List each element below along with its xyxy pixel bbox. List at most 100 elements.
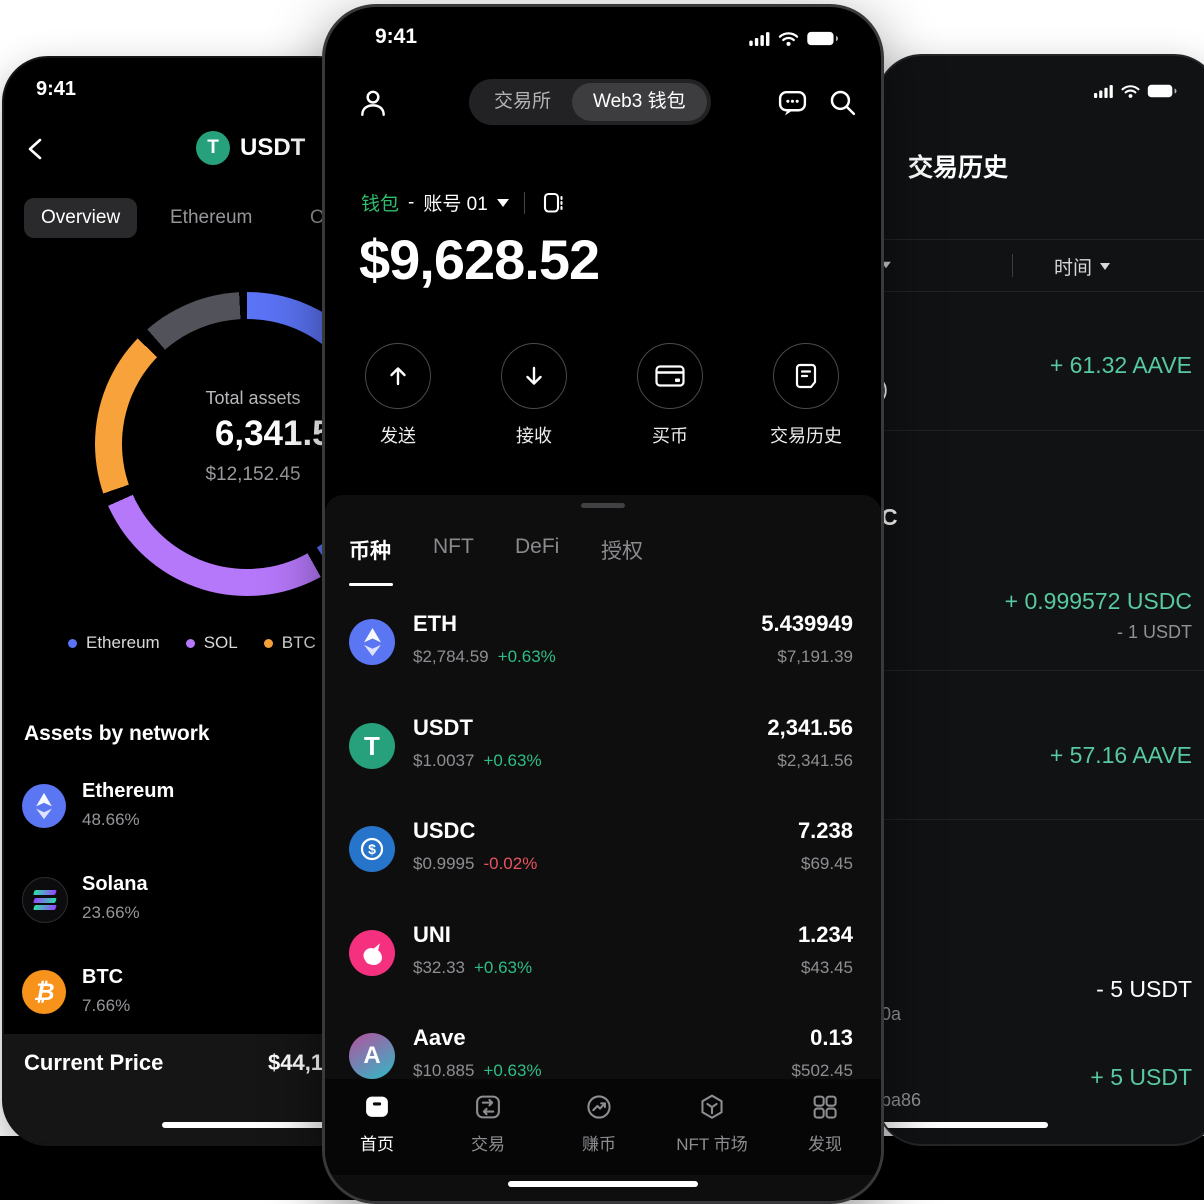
token-usd-value: $502.45 [791,1061,853,1080]
token-row-aave[interactable]: A Aave $10.885 +0.63% 0.13 $502.45 [325,1025,881,1129]
donut-center-usd: $12,152.45 [205,464,301,485]
status-icons [1094,84,1177,98]
home-indicator [162,1122,330,1128]
tab-ethereum[interactable]: Ethereum [170,207,253,228]
send-button[interactable]: 发送 [333,343,463,448]
solana-bar [33,897,57,903]
tx-amount[interactable]: + 61.32 AAVE [1049,352,1192,378]
segmented-control: 交易所 Web3 钱包 [469,79,711,125]
network-percent: 7.66% [82,996,131,1015]
chat-button[interactable] [777,87,808,118]
home-indicator [508,1181,698,1187]
btc-icon: ₿ [22,970,66,1014]
network-percent: 23.66% [82,903,140,922]
wifi-icon [1121,85,1140,98]
account-separator: - [408,191,415,213]
nav-label: 交易 [471,1135,505,1154]
network-row-ethereum[interactable]: Ethereum 48.66% [22,778,352,858]
usdc-icon: $ [349,826,395,872]
token-row-usdc[interactable]: $ USDC $0.9995 -0.02% 7.238 $69.45 [325,818,881,922]
token-symbol: UNI [413,922,451,947]
token-change: +0.63% [483,1061,542,1080]
token-usd-value: $2,341.56 [777,751,853,770]
transaction-history-title: 交易历史 [908,154,1009,182]
arrow-down-icon [501,343,567,409]
time-filter-label: 时间 [1054,258,1093,279]
right-phone: 交易历史 时间 ) + 61.32 AAVE C + 0.999572 USDC… [876,54,1204,1146]
battery-icon [807,31,839,46]
segment-exchange[interactable]: 交易所 [494,91,552,112]
token-row-usdt[interactable]: T USDT $1.0037 +0.63% 2,341.56 $2,341.56 [325,715,881,819]
tab-approvals[interactable]: 授权 [601,540,643,563]
back-button[interactable] [24,136,50,162]
history-button[interactable]: 交易历史 [741,343,871,448]
token-symbol: USDC [413,818,476,843]
tab-coins[interactable]: 币种 [349,540,391,563]
network-name: Solana [82,873,148,895]
tx-secondary-amount: - 1 USDT [1116,622,1192,642]
battery-icon [1147,84,1177,98]
network-row-solana[interactable]: Solana 23.66% [22,871,352,951]
legend-sol: SOL [185,633,238,653]
tx-amount[interactable]: + 57.16 AAVE [1049,742,1192,768]
nav-earn[interactable]: 赚币 [551,1093,647,1155]
tx-amount[interactable]: + 5 USDT [1090,1064,1192,1090]
segment-web3-wallet[interactable]: Web3 钱包 [572,83,707,121]
tx-left-fragment: ) [881,378,888,401]
token-usd-value: $7,191.39 [777,647,853,666]
nav-trade[interactable]: 交易 [440,1093,536,1155]
buy-crypto-button[interactable]: 买币 [605,343,735,448]
chevron-down-icon [1100,263,1111,270]
search-button[interactable] [827,87,858,118]
token-price: $0.9995 [413,854,475,873]
solana-bar [33,905,57,910]
scan-icon[interactable] [540,190,566,216]
tab-nft[interactable]: NFT [433,535,474,558]
time-filter[interactable]: 时间 [1054,253,1111,280]
tab-truncated[interactable]: O [310,207,325,228]
tab-overview[interactable]: Overview [24,198,138,238]
token-row-uni[interactable]: UNI $32.33 +0.63% 1.234 $43.45 [325,922,881,1026]
nav-discover[interactable]: 发现 [777,1093,873,1155]
search-icon [830,90,856,116]
nft-market-icon [664,1093,760,1121]
token-usd-value: $69.45 [801,854,853,873]
network-percent: 48.66% [82,810,140,829]
token-change: +0.63% [483,751,542,770]
drag-handle[interactable] [581,503,625,508]
nav-label: 发现 [808,1135,842,1154]
hidden-filter-chevron-icon[interactable] [881,261,891,269]
account-selector[interactable]: 钱包 - 账号 01 [361,189,566,216]
left-phone: 9:41 T USDT Overview Ethereum O Total as… [2,56,364,1146]
receive-button[interactable]: 接收 [469,343,599,448]
tab-defi[interactable]: DeFi [515,535,560,558]
donut-legend: Ethereum SOL BTC [68,633,316,653]
usdt-icon: T [196,131,230,165]
wallet-label: 钱包 [361,194,400,215]
assets-by-network-title: Assets by network [24,722,210,745]
chevron-left-icon [28,138,42,160]
token-row-eth[interactable]: ETH $2,784.59 +0.63% 5.439949 $7,191.39 [325,611,881,715]
profile-button[interactable] [357,87,389,119]
nav-home[interactable]: 首页 [329,1093,425,1155]
eth-icon [349,619,395,665]
tx-amount[interactable]: - 5 USDT [1096,976,1192,1002]
person-icon [361,90,385,116]
usdt-icon: T [349,723,395,769]
token-symbol: ETH [413,611,457,636]
row-divider [878,670,1204,671]
donut-center-label: Total assets [205,388,301,408]
nav-nft-market[interactable]: NFT 市场 [664,1093,760,1155]
legend-label: SOL [203,633,238,652]
network-name: Ethereum [82,780,175,802]
ethereum-icon [22,784,66,828]
tx-amount[interactable]: + 0.999572 USDC [1004,588,1192,614]
total-balance: $9,628.52 [359,228,600,291]
trade-icon [440,1093,536,1121]
legend-dot-btc [263,638,273,648]
nav-label: 首页 [360,1135,394,1154]
nav-label: NFT 市场 [676,1135,748,1154]
solana-icon [22,877,68,923]
network-row-btc[interactable]: ₿ BTC 7.66% [22,964,352,1044]
buy-crypto-label: 买币 [652,426,688,446]
